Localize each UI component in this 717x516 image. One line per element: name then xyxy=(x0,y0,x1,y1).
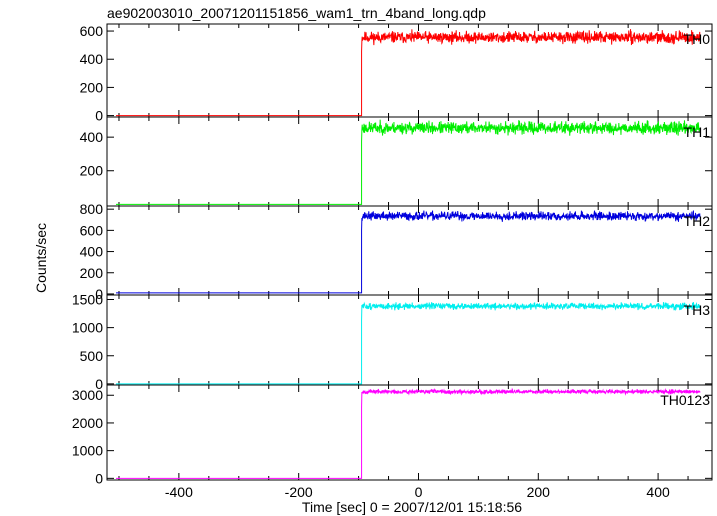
x-axis: -400 -200 0 200 400 xyxy=(165,484,670,500)
y-tick-label: 2000 xyxy=(72,415,103,431)
panel-label-th2: TH2 xyxy=(684,213,711,229)
x-tick-label: -400 xyxy=(165,484,193,500)
series-line-th0123 xyxy=(115,387,701,479)
x-tick-label: 200 xyxy=(527,484,551,500)
series-line-th3 xyxy=(115,301,701,385)
x-tick-label: 400 xyxy=(646,484,670,500)
y-tick-label: 200 xyxy=(80,79,104,95)
y-tick-label: 400 xyxy=(80,51,104,67)
y-tick-label: 400 xyxy=(80,129,104,145)
panels: 0 200 400 600 TH0 200 400 TH1 0 200 400 600 800 TH2 0 5… xyxy=(72,23,713,486)
y-tick-label: 0 xyxy=(95,376,103,392)
y-tick-label: 400 xyxy=(80,244,104,260)
panel-th2: 0 200 400 600 800 TH2 xyxy=(80,201,713,302)
panel-label-th0123: TH0123 xyxy=(660,392,710,408)
series-line-th0 xyxy=(115,29,701,117)
x-tick-label: -200 xyxy=(285,484,313,500)
series-line-th2 xyxy=(115,210,701,294)
panel-th0123: 0 1000 2000 3000 TH0123 xyxy=(72,384,713,486)
panel-label-th0: TH0 xyxy=(684,31,711,47)
panel-th0: 0 200 400 600 TH0 xyxy=(80,23,713,124)
y-tick-label: 0 xyxy=(95,470,103,486)
panel-label-th3: TH3 xyxy=(684,302,711,318)
y-tick-label: 500 xyxy=(80,348,104,364)
y-tick-label: 200 xyxy=(80,265,104,281)
x-axis-title: Time [sec] 0 = 2007/12/01 15:18:56 xyxy=(302,499,522,515)
y-tick-label: 1500 xyxy=(72,292,103,308)
y-tick-label: 0 xyxy=(95,286,103,302)
y-tick-label: 1000 xyxy=(72,443,103,459)
x-tick-label: 0 xyxy=(415,484,423,500)
panel-frame xyxy=(106,294,713,386)
panel-frame xyxy=(106,384,713,481)
y-tick-label: 800 xyxy=(80,201,104,217)
panel-th1: 200 400 TH1 xyxy=(80,116,713,207)
y-tick-label: 0 xyxy=(95,108,103,124)
y-tick-label: 3000 xyxy=(72,387,103,403)
panel-frame xyxy=(106,205,713,296)
y-tick-label: 600 xyxy=(80,222,104,238)
y-axis-title: Counts/sec xyxy=(33,223,49,293)
chart-title: ae902003010_20071201151856_wam1_trn_4ban… xyxy=(107,5,486,21)
y-tick-label: 1000 xyxy=(72,320,103,336)
y-tick-label: 600 xyxy=(80,23,104,39)
y-tick-label: 200 xyxy=(80,163,104,179)
panel-label-th1: TH1 xyxy=(684,124,711,140)
series-line-th1 xyxy=(115,119,701,205)
panel-th3: 0 500 1000 1500 TH3 xyxy=(72,292,713,392)
